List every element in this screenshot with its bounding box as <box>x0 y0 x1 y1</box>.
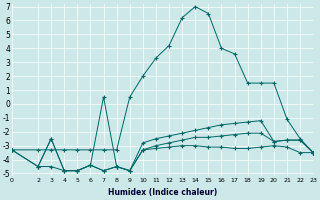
X-axis label: Humidex (Indice chaleur): Humidex (Indice chaleur) <box>108 188 217 197</box>
